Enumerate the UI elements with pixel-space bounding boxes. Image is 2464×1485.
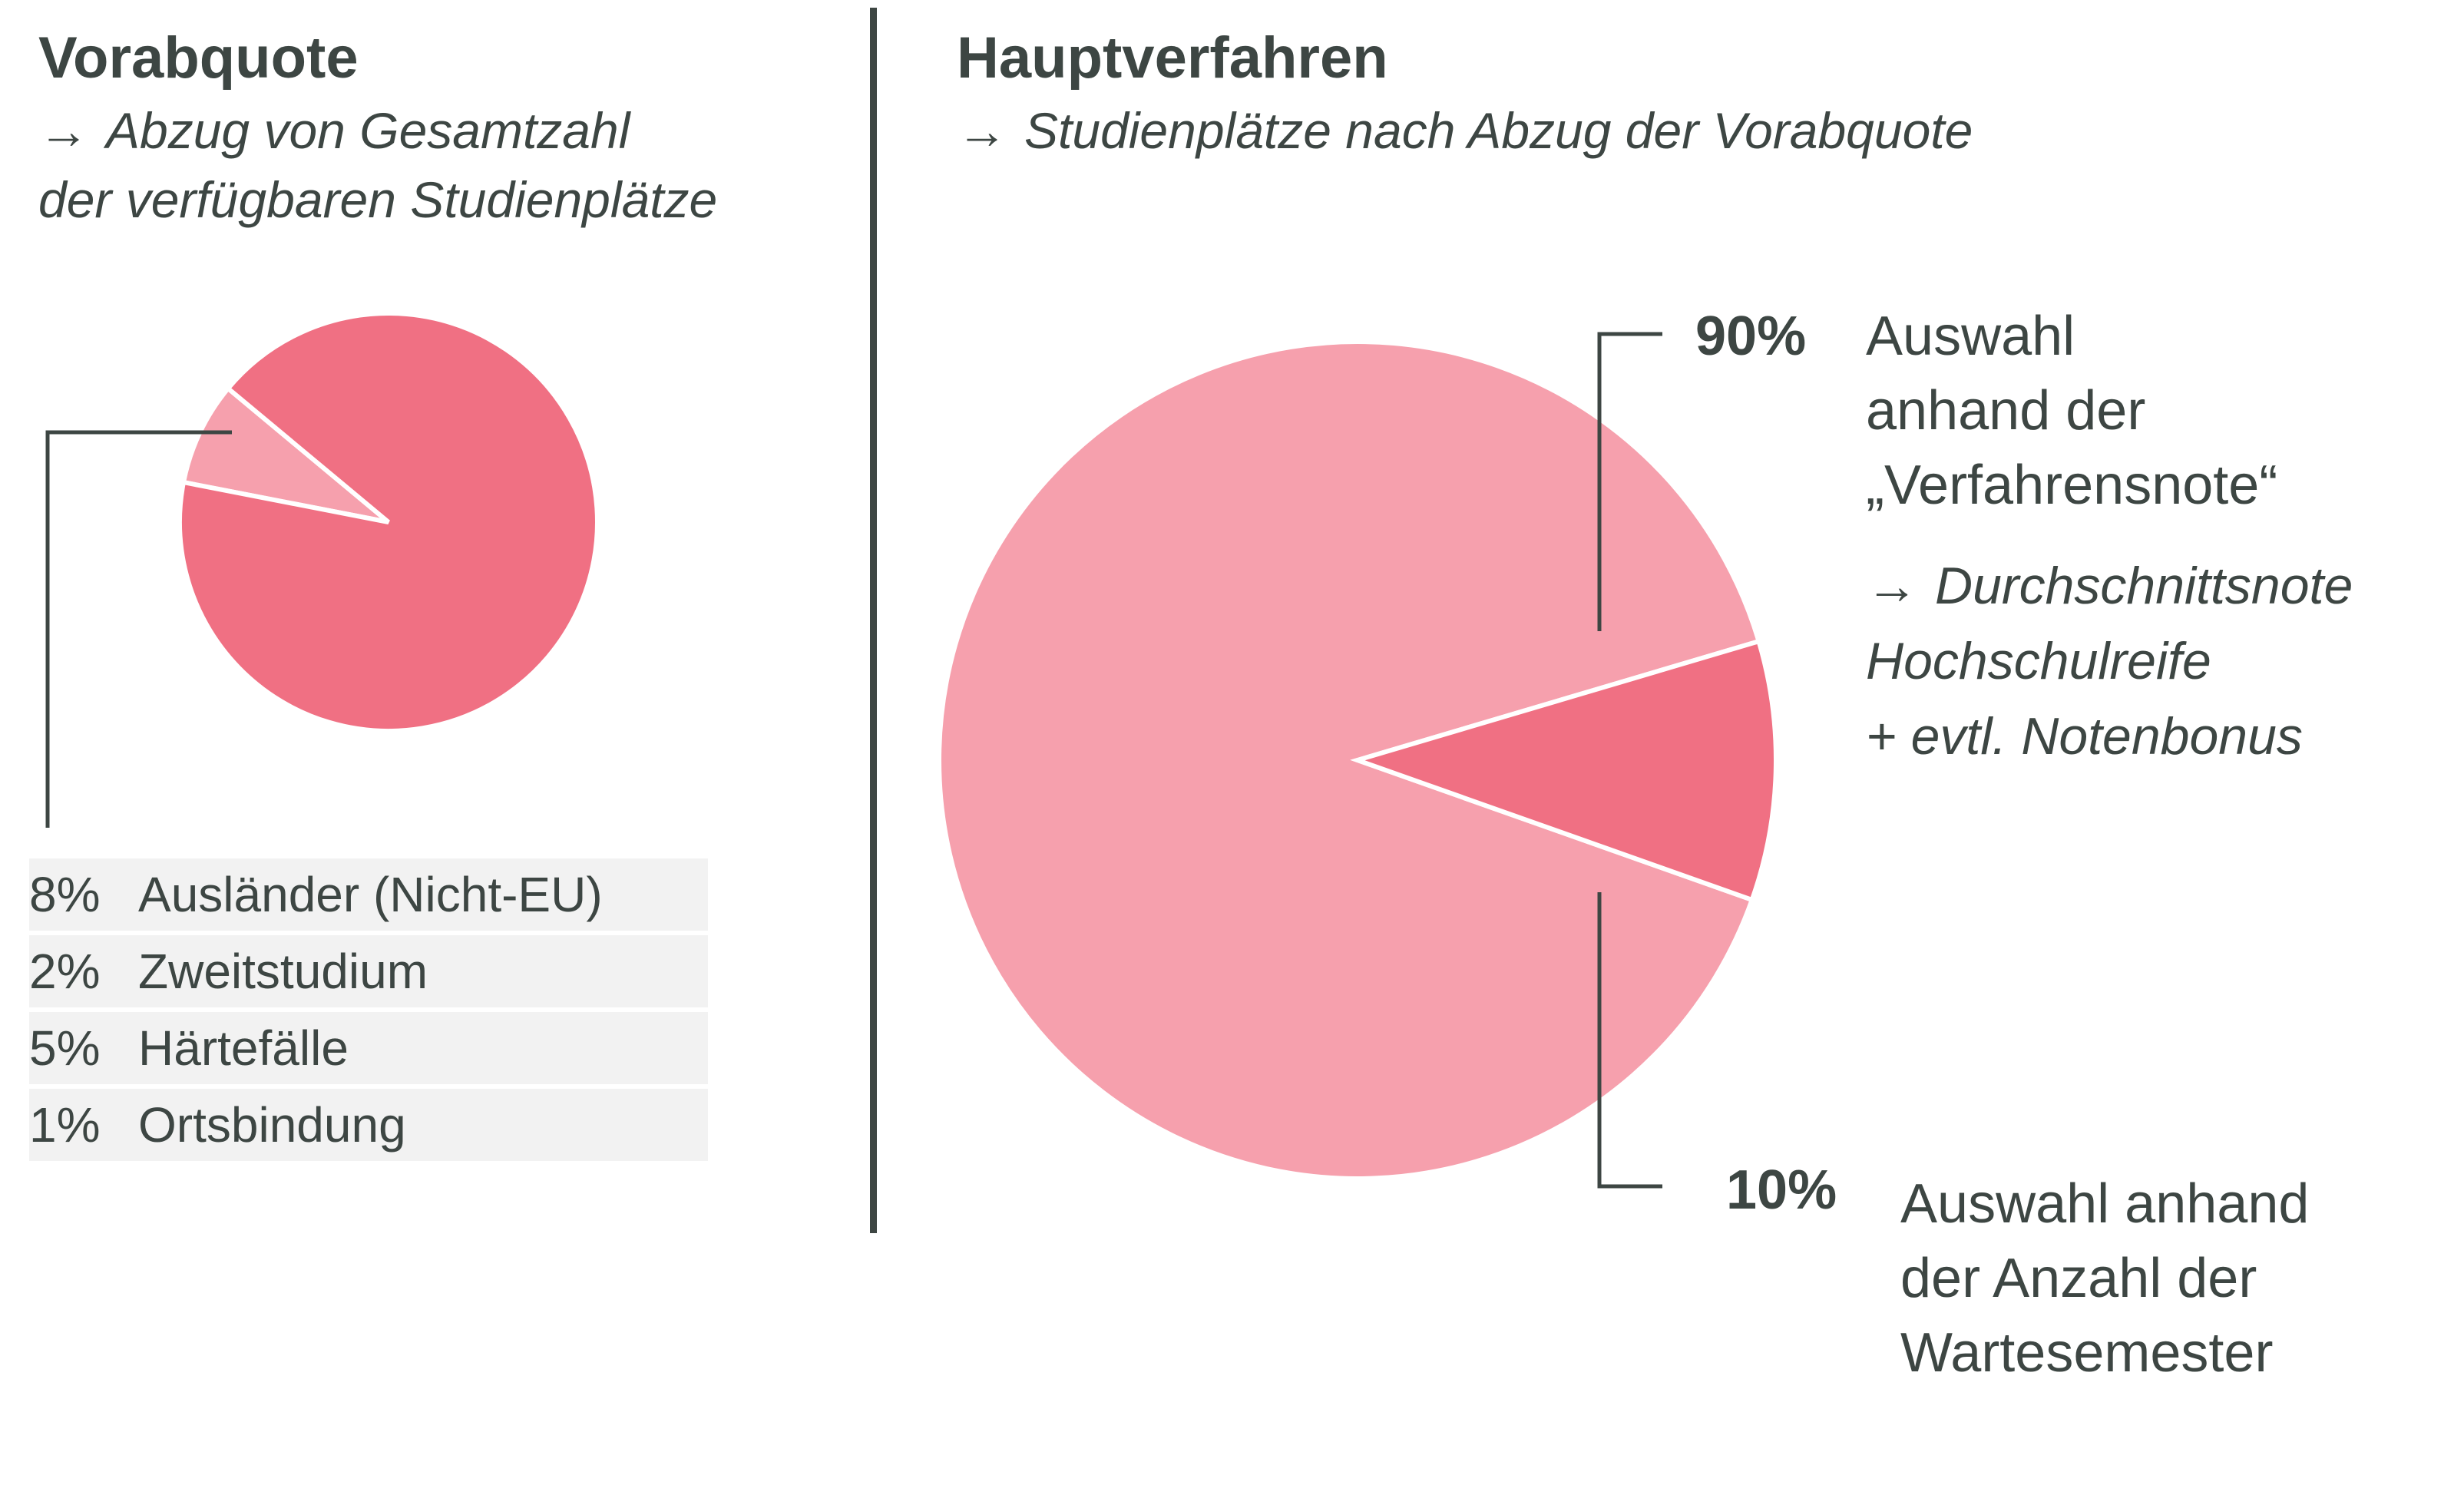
leader-line-90 (1597, 332, 1662, 631)
right-subtitle: → Studienplätze nach Abzug der Vorabquote (957, 95, 1973, 166)
legend-row: 1% Ortsbindung (29, 1089, 708, 1161)
leader-line-vorabquote (45, 430, 232, 828)
callout-90-label-line1: Auswahl (1866, 306, 2075, 367)
left-subtitle-text1: Abzug von Gesamtzahl (106, 102, 630, 159)
callout-90-note-line2: Hochschulreife (1866, 632, 2211, 690)
hauptverfahren-slice-1 (937, 339, 1762, 1181)
callout-10-pct: 10% (1726, 1159, 1837, 1221)
arrow-right-icon: → (1866, 557, 1918, 615)
hauptverfahren-slice-2 (1350, 638, 1778, 903)
right-subtitle-text: Studienplätze nach Abzug der Vorabquote (1024, 102, 1973, 159)
legend-label: Ausländer (Nicht-EU) (138, 867, 603, 922)
legend-row: 8% Ausländer (Nicht-EU) (29, 858, 708, 931)
vorabquote-slice-2 (177, 311, 600, 733)
legend-row: 2% Zweitstudium (29, 935, 708, 1007)
arrow-right-icon: → (38, 102, 89, 159)
legend-label: Ortsbindung (138, 1097, 406, 1153)
legend-label: Härtefälle (138, 1020, 349, 1076)
legend-label: Zweitstudium (138, 944, 428, 999)
vorabquote-legend: 8% Ausländer (Nicht-EU) 2% Zweitstudium 5%… (29, 858, 708, 1166)
callout-10-label-line3: Wartesemester (1900, 1322, 2274, 1384)
callout-90-pct: 90% (1695, 306, 1807, 367)
left-subtitle-line2: der verfügbaren Studienplätze (38, 171, 718, 228)
legend-pct: 8% (29, 867, 101, 922)
callout-90-note-text1: Durchschnittsnote (1935, 557, 2353, 615)
callout-90-label-line3: „Verfahrensnote“ (1866, 455, 2278, 516)
section-divider (870, 8, 877, 1233)
leader-line-10 (1597, 892, 1662, 1189)
pie-vorabquote (177, 311, 600, 733)
legend-pct: 2% (29, 944, 101, 999)
left-subtitle-line1: → Abzug von Gesamtzahl (38, 95, 630, 166)
callout-90-label-line2: anhand der (1866, 380, 2146, 442)
legend-row: 5% Härtefälle (29, 1012, 708, 1084)
legend-pct: 5% (29, 1020, 101, 1076)
callout-10-label-line2: der Anzahl der (1900, 1248, 2257, 1309)
pie-hauptverfahren (937, 339, 1778, 1181)
callout-90-note-line3: + evtl. Notenbonus (1866, 707, 2303, 766)
left-title: Vorabquote (38, 25, 359, 91)
callout-10-label-line1: Auswahl anhand (1900, 1173, 2310, 1235)
callout-90-note-line1: → Durchschnittsnote (1866, 548, 2353, 623)
right-title: Hauptverfahren (957, 25, 1388, 91)
legend-pct: 1% (29, 1097, 101, 1153)
arrow-right-icon: → (957, 102, 1007, 159)
